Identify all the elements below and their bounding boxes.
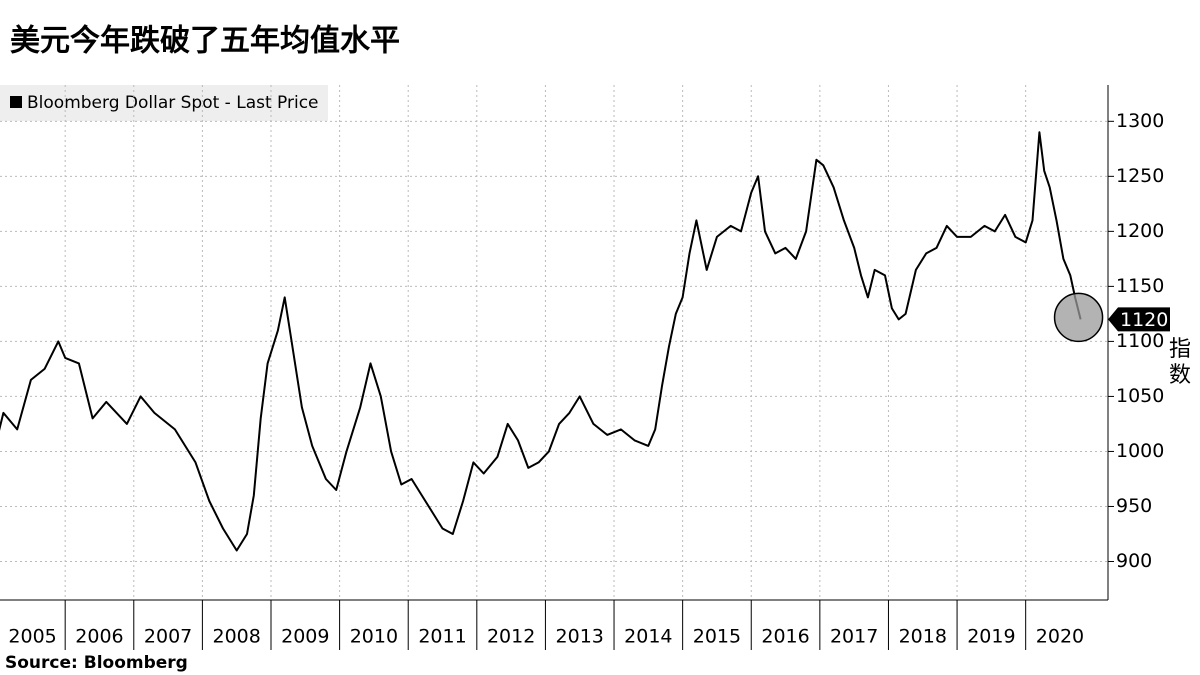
y-tick-label: 1150 bbox=[1116, 275, 1164, 297]
x-tick-label: 2012 bbox=[487, 626, 535, 648]
legend-label: Bloomberg Dollar Spot - Last Price bbox=[27, 93, 319, 113]
x-tick-label: 2015 bbox=[693, 626, 741, 648]
last-price-box bbox=[1108, 307, 1170, 332]
x-tick-label: 2019 bbox=[967, 626, 1015, 648]
y-tick-label: 1100 bbox=[1116, 330, 1164, 352]
y-tick-label: 1300 bbox=[1116, 110, 1164, 132]
x-tick-label: 2018 bbox=[899, 626, 947, 648]
x-tick-label: 2017 bbox=[830, 626, 878, 648]
x-tick-label: 2020 bbox=[1036, 626, 1084, 648]
y-tick-label: 900 bbox=[1116, 550, 1152, 572]
x-tick-label: 2010 bbox=[350, 626, 398, 648]
x-tick-label: 2007 bbox=[144, 626, 192, 648]
x-tick-label: 2013 bbox=[556, 626, 604, 648]
legend-box bbox=[0, 85, 328, 121]
y-tick-label: 950 bbox=[1116, 495, 1152, 517]
x-tick-label: 2005 bbox=[8, 626, 56, 648]
x-tick-label: 2016 bbox=[761, 626, 809, 648]
y-axis-label: 指 bbox=[1169, 337, 1191, 362]
y-axis-label: 数 bbox=[1169, 363, 1191, 388]
source: Source: Bloomberg bbox=[5, 653, 188, 673]
y-tick-label: 1200 bbox=[1116, 220, 1164, 242]
legend-swatch bbox=[10, 96, 22, 108]
y-tick-label: 1050 bbox=[1116, 385, 1164, 407]
x-tick-label: 2006 bbox=[75, 626, 123, 648]
x-tick-label: 2009 bbox=[281, 626, 329, 648]
x-tick-label: 2014 bbox=[624, 626, 672, 648]
x-tick-label: 2008 bbox=[213, 626, 261, 648]
chart-title: 美元今年跌破了五年均值水平 bbox=[10, 24, 400, 59]
x-tick-label: 2011 bbox=[418, 626, 466, 648]
price-line bbox=[0, 131, 1082, 552]
highlight-circle bbox=[1053, 292, 1104, 343]
y-tick-label: 1250 bbox=[1116, 165, 1164, 187]
last-price-label: 1120 bbox=[1120, 309, 1168, 331]
y-tick-label: 1000 bbox=[1116, 440, 1164, 462]
